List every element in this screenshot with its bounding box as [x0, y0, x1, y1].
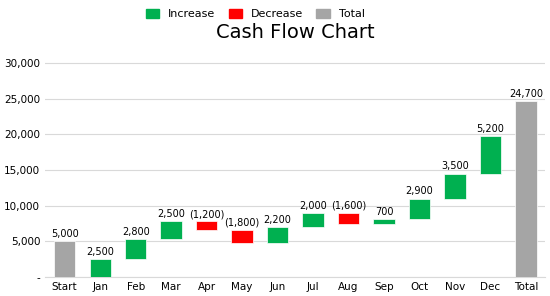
Text: 3,500: 3,500: [441, 161, 469, 171]
Bar: [161, 221, 182, 239]
Text: 2,900: 2,900: [405, 186, 433, 196]
Bar: [90, 259, 111, 277]
Bar: [232, 230, 253, 243]
Bar: [480, 136, 501, 173]
Title: Cash Flow Chart: Cash Flow Chart: [216, 22, 375, 42]
Bar: [444, 173, 466, 199]
Text: 5,000: 5,000: [51, 229, 79, 239]
Text: 5,200: 5,200: [476, 124, 504, 134]
Bar: [302, 213, 324, 227]
Text: 2,500: 2,500: [157, 209, 185, 219]
Bar: [125, 239, 146, 259]
Text: 2,500: 2,500: [86, 247, 114, 257]
Legend: Increase, Decrease, Total: Increase, Decrease, Total: [141, 4, 369, 23]
Text: (1,600): (1,600): [331, 201, 366, 211]
Text: 2,000: 2,000: [299, 201, 327, 211]
Bar: [338, 213, 359, 224]
Text: 2,200: 2,200: [263, 215, 292, 225]
Bar: [267, 227, 288, 243]
Bar: [196, 221, 217, 230]
Bar: [54, 241, 75, 277]
Bar: [515, 101, 537, 277]
Text: 2,800: 2,800: [122, 227, 150, 237]
Bar: [373, 219, 395, 224]
Text: 700: 700: [375, 207, 393, 217]
Text: 24,700: 24,700: [509, 89, 543, 99]
Text: (1,200): (1,200): [189, 209, 224, 219]
Text: (1,800): (1,800): [224, 218, 260, 228]
Bar: [409, 199, 430, 219]
